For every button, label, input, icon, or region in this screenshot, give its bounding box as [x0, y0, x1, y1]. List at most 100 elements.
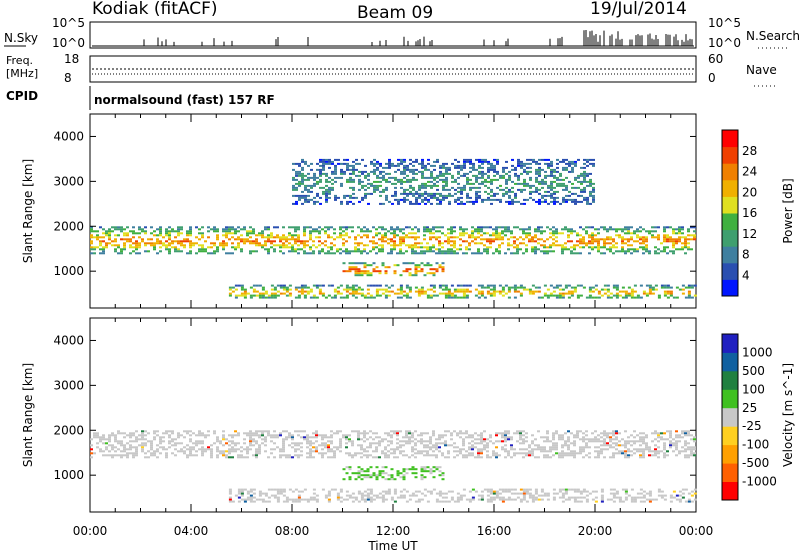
data-cell	[654, 444, 657, 447]
data-cell	[279, 434, 282, 437]
data-cell	[366, 296, 370, 299]
data-cell	[493, 192, 496, 195]
data-cell	[429, 236, 432, 239]
data-cell	[346, 158, 349, 161]
data-cell	[609, 498, 613, 501]
data-cell	[675, 238, 678, 241]
data-cell	[675, 494, 679, 497]
data-cell	[324, 244, 327, 247]
data-cell	[541, 194, 544, 197]
data-cell	[138, 252, 141, 255]
data-cell	[493, 166, 496, 169]
data-cell	[475, 190, 478, 193]
data-cell	[445, 194, 448, 197]
data-cell	[312, 230, 315, 233]
data-cell	[522, 288, 526, 291]
data-cell	[310, 198, 313, 201]
data-cell	[403, 198, 406, 201]
data-cell	[687, 430, 690, 433]
data-cell	[555, 442, 558, 445]
data-cell	[366, 492, 370, 495]
data-cell	[558, 284, 562, 287]
data-cell	[307, 200, 310, 203]
data-cell	[307, 172, 310, 175]
data-cell	[387, 252, 390, 255]
data-cell	[258, 434, 261, 437]
data-cell	[510, 448, 513, 451]
data-cell	[508, 194, 511, 197]
data-cell	[538, 174, 541, 177]
data-cell	[468, 500, 472, 503]
data-cell	[322, 160, 325, 163]
data-cell	[424, 190, 427, 193]
data-cell	[340, 176, 343, 179]
data-cell	[501, 498, 505, 501]
data-cell	[331, 170, 334, 173]
data-cell	[405, 268, 409, 271]
data-cell	[615, 286, 619, 289]
data-cell	[513, 286, 517, 289]
data-cell	[162, 244, 165, 247]
data-cell	[381, 248, 384, 251]
data-cell	[213, 226, 216, 229]
data-cell	[370, 170, 373, 173]
data-cell	[528, 238, 531, 241]
data-cell	[609, 242, 612, 245]
data-cell	[441, 252, 444, 255]
data-cell	[399, 248, 402, 251]
data-cell	[459, 234, 462, 237]
data-cell	[687, 294, 691, 297]
data-cell	[489, 284, 493, 287]
data-cell	[297, 442, 300, 445]
data-cell	[282, 244, 285, 247]
data-cell	[384, 232, 387, 235]
data-cell	[552, 238, 555, 241]
data-cell	[411, 492, 415, 495]
data-cell	[357, 242, 360, 245]
data-cell	[556, 190, 559, 193]
data-cell	[412, 170, 415, 173]
data-cell	[375, 292, 379, 295]
data-cell	[363, 474, 367, 477]
data-cell	[583, 176, 586, 179]
data-cell	[612, 452, 615, 455]
data-cell	[379, 170, 382, 173]
y-tick-label: 3000	[53, 378, 84, 392]
data-cell	[301, 190, 304, 193]
data-cell	[352, 192, 355, 195]
data-cell	[568, 164, 571, 167]
data-cell	[282, 284, 286, 287]
data-cell	[432, 444, 435, 447]
data-cell	[366, 456, 369, 459]
data-cell	[609, 248, 612, 251]
data-cell	[390, 496, 394, 499]
data-cell	[529, 162, 532, 165]
data-cell	[180, 232, 183, 235]
data-cell	[409, 200, 412, 203]
data-cell	[270, 292, 274, 295]
data-cell	[660, 242, 663, 245]
data-cell	[424, 182, 427, 185]
colorbar-tick-label: 4	[742, 268, 750, 282]
data-cell	[150, 442, 153, 445]
data-cell	[310, 190, 313, 193]
data-cell	[517, 174, 520, 177]
data-cell	[690, 226, 693, 229]
data-cell	[480, 228, 483, 231]
data-cell	[261, 434, 264, 437]
data-cell	[504, 292, 508, 295]
data-cell	[174, 250, 177, 253]
data-cell	[504, 430, 507, 433]
data-cell	[405, 436, 408, 439]
data-cell	[589, 162, 592, 165]
data-cell	[390, 250, 393, 253]
data-cell	[672, 230, 675, 233]
data-cell	[378, 270, 382, 273]
data-cell	[276, 434, 279, 437]
data-cell	[363, 450, 366, 453]
data-cell	[228, 252, 231, 255]
data-cell	[574, 186, 577, 189]
data-cell	[424, 166, 427, 169]
data-cell	[394, 190, 397, 193]
data-cell	[690, 434, 693, 437]
